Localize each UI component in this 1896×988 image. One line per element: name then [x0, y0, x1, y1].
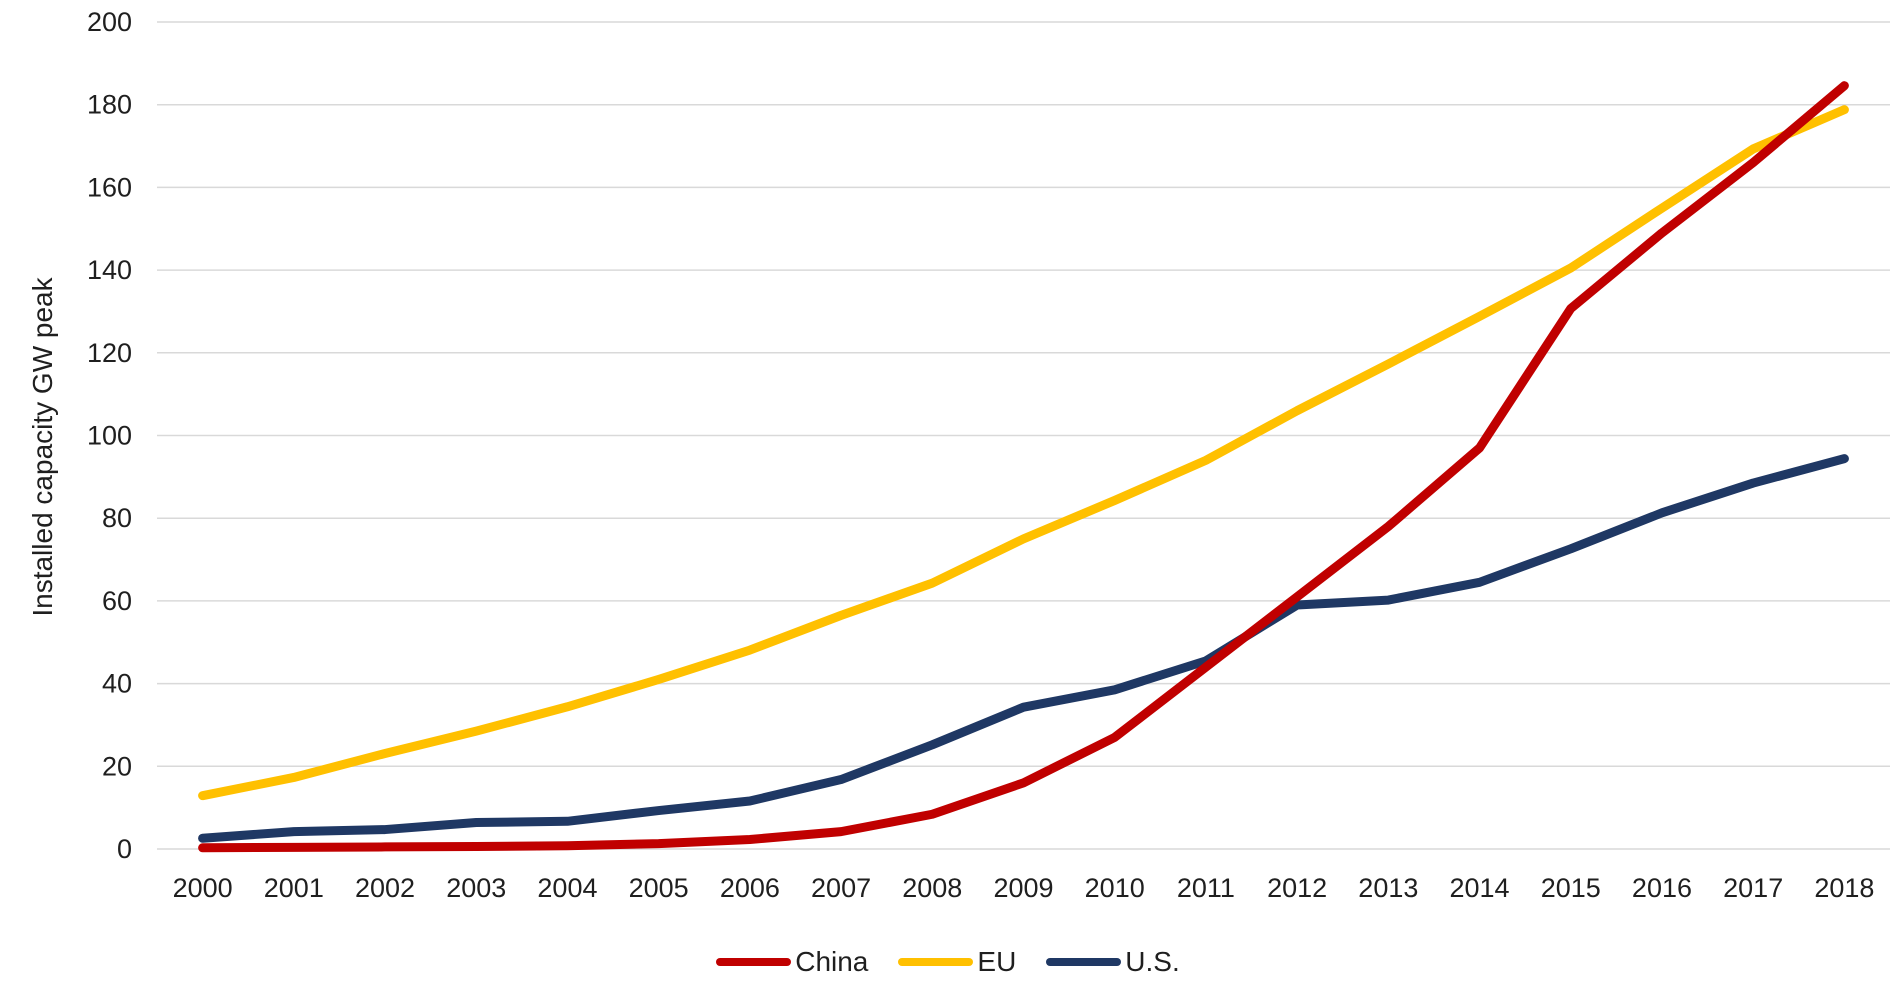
- y-tick-label: 140: [87, 255, 132, 285]
- legend-item-china: China: [716, 948, 868, 976]
- x-tick-label: 2006: [720, 873, 780, 903]
- y-tick-label: 40: [102, 669, 132, 699]
- series-line-us: [198, 454, 1849, 843]
- y-tick-label: 60: [102, 586, 132, 616]
- x-tick-label: 2007: [811, 873, 871, 903]
- series-line-china: [198, 81, 1849, 853]
- y-tick-label: 20: [102, 751, 132, 781]
- x-tick-label: 2018: [1814, 873, 1874, 903]
- y-tick-label: 200: [87, 7, 132, 37]
- x-tick-label: 2004: [537, 873, 597, 903]
- legend: China EU U.S.: [0, 948, 1896, 976]
- x-tick-label: 2017: [1723, 873, 1783, 903]
- x-tick-label: 2013: [1358, 873, 1418, 903]
- us-line-swatch-icon: [1046, 958, 1122, 966]
- x-tick-label: 2014: [1450, 873, 1510, 903]
- gridlines: [157, 21, 1890, 850]
- x-tick-label: 2011: [1177, 873, 1235, 903]
- legend-label-us: U.S.: [1125, 946, 1180, 977]
- y-tick-label: 0: [117, 834, 132, 864]
- legend-label-china: China: [795, 946, 869, 977]
- y-tick-label: 160: [87, 172, 132, 202]
- series-line-eu: [198, 105, 1849, 801]
- x-axis-tick-labels: 2000 2001 2002 2003 2004 2005 2006 2007 2008 2009…: [173, 873, 1875, 903]
- x-tick-label: 2005: [629, 873, 689, 903]
- legend-label-eu: EU: [977, 946, 1017, 977]
- y-tick-label: 100: [87, 421, 132, 451]
- y-tick-label: 120: [87, 338, 132, 368]
- series-lines: [198, 81, 1849, 853]
- x-tick-label: 2003: [446, 873, 506, 903]
- x-tick-label: 2009: [993, 873, 1053, 903]
- x-tick-label: 2000: [173, 873, 233, 903]
- legend-item-us: U.S.: [1046, 946, 1180, 977]
- y-axis-title: Installed capacity GW peak: [27, 276, 58, 616]
- x-tick-label: 2012: [1267, 873, 1327, 903]
- legend-item-eu: EU: [898, 948, 1016, 976]
- x-tick-label: 2001: [264, 873, 324, 903]
- y-tick-label: 80: [102, 503, 132, 533]
- eu-line-swatch-icon: [898, 958, 974, 966]
- x-tick-label: 2010: [1085, 873, 1145, 903]
- x-tick-label: 2002: [355, 873, 415, 903]
- china-line-swatch-icon: [716, 958, 792, 966]
- x-tick-label: 2015: [1541, 873, 1601, 903]
- x-tick-label: 2016: [1632, 873, 1692, 903]
- x-tick-label: 2008: [902, 873, 962, 903]
- y-tick-label: 180: [87, 90, 132, 120]
- y-axis-tick-labels: 0 20 40 60 80 100 120 140 160 180 200: [87, 7, 132, 864]
